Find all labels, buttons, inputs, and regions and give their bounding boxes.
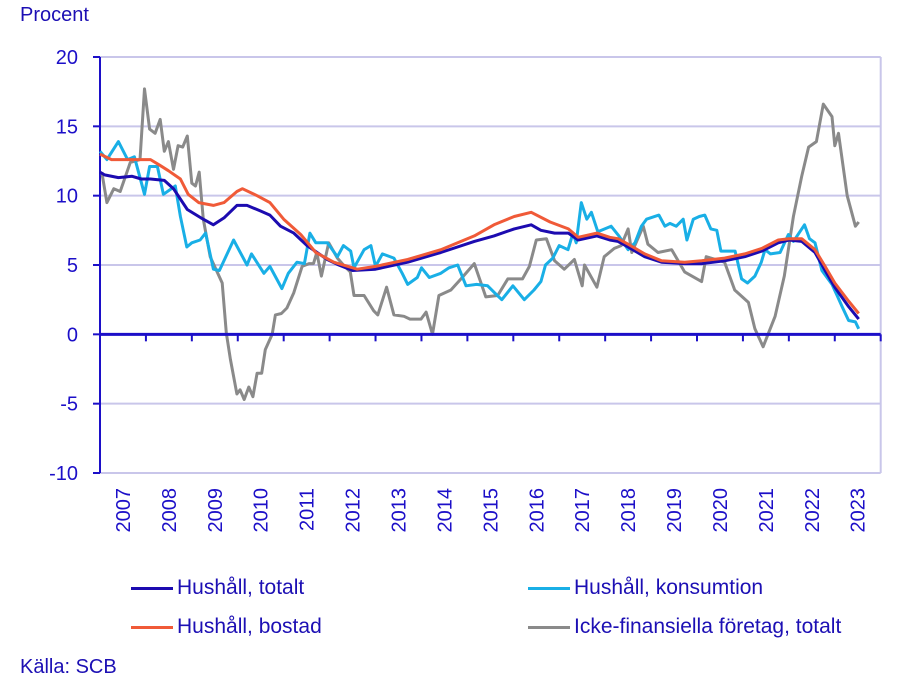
legend-swatch [131,586,173,590]
x-tick-label: 2023 [848,488,870,533]
y-tick-label: 10 [56,186,78,208]
x-tick-label: 2015 [480,488,502,533]
x-tick-label: 2018 [618,488,640,533]
series-line-0 [99,170,860,321]
y-tick-label: -5 [60,394,78,416]
legend-item-konsumtion: Hushåll, konsumtion [528,576,763,600]
source-note: Källa: SCB [20,656,117,678]
legend-label: Hushåll, bostad [177,615,322,638]
legend-item-icke-finansiella: Icke-finansiella företag, totalt [528,615,841,639]
legend-item-bostad: Hushåll, bostad [131,615,322,639]
legend-label: Hushåll, konsumtion [574,576,764,599]
x-tick-label: 2020 [710,488,732,533]
series-line-2 [99,152,860,315]
legend-label: Hushåll, totalt [177,576,305,599]
x-tick-label: 2019 [664,488,686,533]
legend-swatch [528,586,570,590]
x-tick-label: 2022 [802,488,824,533]
series-line-1 [98,140,861,330]
legend-swatch [528,625,570,629]
x-tick-label: 2017 [572,488,594,533]
y-axis-label: Procent [20,4,89,26]
x-tick-label: 2016 [526,488,548,533]
x-tick-label: 2010 [251,488,273,533]
legend-label: Icke-finansiella företag, totalt [574,615,842,638]
y-tick-label: 5 [67,255,78,277]
x-tick-label: 2011 [297,488,319,531]
series-line-3 [100,87,860,401]
x-tick-label: 2012 [343,488,365,533]
x-tick-label: 2007 [113,488,135,533]
x-tick-label: 2021 [756,488,778,533]
y-tick-label: -10 [49,463,78,485]
y-tick-label: 20 [56,47,78,69]
legend-item-totalt: Hushåll, totalt [131,576,304,600]
x-tick-label: 2008 [159,488,181,533]
legend-swatch [131,625,173,629]
x-tick-label: 2013 [389,488,411,533]
y-tick-label: 15 [56,116,78,138]
x-tick-label: 2009 [205,488,227,533]
x-tick-label: 2014 [434,488,456,533]
y-tick-label: 0 [67,324,78,346]
